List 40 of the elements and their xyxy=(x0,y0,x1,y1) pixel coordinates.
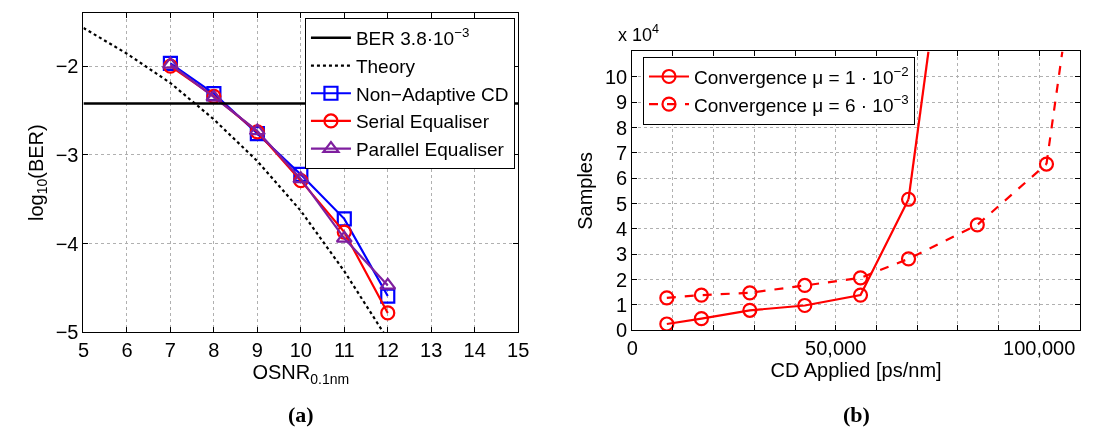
y-tick-label: 7 xyxy=(616,141,628,164)
legend-label: Serial Equaliser xyxy=(355,111,490,133)
text: x 10$^{4}$ xyxy=(618,22,660,45)
y-tick-label: 8 xyxy=(616,116,628,139)
x-tick-label: 7 xyxy=(164,339,176,362)
x-tick-label: 100,000 xyxy=(1003,337,1076,360)
x-tick-label: 12 xyxy=(376,339,399,362)
y-tick-label: 5 xyxy=(616,192,628,215)
legend-label: Theory xyxy=(355,55,416,77)
legend-label: BER 3.8·10$^{−3}$ xyxy=(355,25,470,50)
y-tick-label: 0 xyxy=(616,319,628,342)
x-tick-label: 15 xyxy=(507,339,530,362)
y-tick-label: 6 xyxy=(616,167,628,190)
x-tick-label: 6 xyxy=(121,339,133,362)
text: (a) xyxy=(288,402,314,427)
x-tick-label: 13 xyxy=(420,339,443,362)
text: (b) xyxy=(843,402,870,427)
y-tick-label: −4 xyxy=(55,232,79,255)
y-axis-title: Samples xyxy=(574,152,597,230)
legend-label: Parallel Equaliser xyxy=(355,139,505,161)
y-tick-label: −2 xyxy=(55,55,79,78)
x-axis-title: CD Applied [ps/nm] xyxy=(770,359,942,382)
x-tick-label: 14 xyxy=(463,339,486,362)
y-tick-label: 9 xyxy=(616,91,628,114)
x-tick-label: 8 xyxy=(208,339,220,362)
x-tick-label: 10 xyxy=(289,339,312,362)
y-tick-label: 2 xyxy=(616,268,628,291)
y-tick-label: 10 xyxy=(604,65,628,88)
legend-label: Convergence μ = 1 · 10$^{−2}$ xyxy=(693,63,909,88)
x-tick-label: 11 xyxy=(333,339,355,362)
legend-label: Convergence μ = 6 · 10$^{−3}$ xyxy=(693,91,909,116)
x-tick-label: 50,000 xyxy=(805,337,867,360)
x-tick-label: 9 xyxy=(251,339,263,362)
y-tick-label: −5 xyxy=(55,321,79,344)
y-tick-label: −3 xyxy=(55,143,79,166)
x-axis-title: OSNR$_{0.1nm}$ xyxy=(252,361,350,387)
legend-label: Non−Adaptive CD xyxy=(355,83,509,105)
y-tick-label: 1 xyxy=(616,293,628,316)
y-tick-label: 4 xyxy=(616,217,628,240)
y-tick-label: 3 xyxy=(616,243,628,266)
